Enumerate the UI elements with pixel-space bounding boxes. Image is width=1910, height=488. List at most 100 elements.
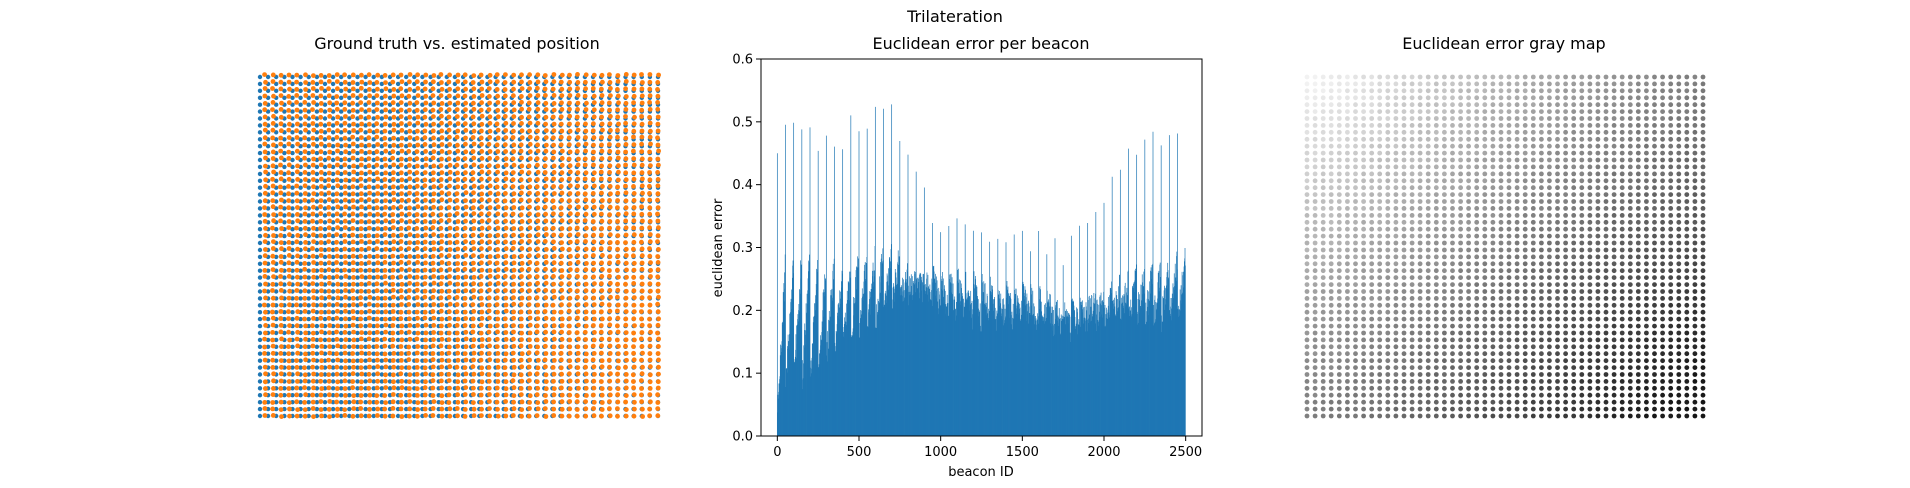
estimated-point [631,218,637,224]
estimated-point [495,100,501,105]
estimated-point [623,385,629,391]
estimated-point [383,364,389,370]
estimated-point [535,225,541,231]
estimated-point [350,351,356,356]
estimated-point [486,385,492,391]
estimated-point [294,392,300,398]
estimated-point [407,87,413,92]
estimated-point [495,163,501,169]
estimated-point [390,413,396,419]
estimated-point [543,100,549,106]
estimated-point [558,142,564,148]
estimated-point [430,378,436,384]
estimated-point [358,176,364,182]
estimated-point [278,323,284,328]
estimated-point [543,148,549,154]
estimated-point [423,72,429,78]
estimated-point [262,253,268,259]
estimated-point [350,226,356,231]
estimated-point [294,365,300,370]
estimated-point [398,170,404,176]
estimated-point [446,79,452,85]
estimated-point [463,149,469,155]
estimated-point [367,392,373,398]
estimated-point [302,295,308,301]
estimated-point [591,162,596,168]
estimated-point [430,155,436,161]
estimated-point [439,170,445,176]
estimated-point [334,364,340,370]
estimated-point [455,413,460,419]
estimated-point [295,329,300,335]
ground-truth-point [257,116,263,121]
estimated-point [391,232,396,238]
estimated-point [590,128,596,134]
estimated-point [503,183,508,189]
estimated-point [414,163,420,169]
estimated-point [279,197,284,203]
estimated-point [407,392,412,398]
estimated-point [478,135,484,141]
estimated-point [487,399,492,404]
estimated-point [350,107,356,113]
estimated-point [414,197,420,203]
ground-truth-point [290,95,295,101]
estimated-point [543,372,549,378]
ground-truth-point [298,102,303,107]
estimated-point [343,177,349,183]
estimated-point [358,301,364,307]
estimated-point [398,72,404,78]
estimated-point [535,309,541,315]
estimated-point [350,148,356,154]
estimated-point [494,323,500,328]
estimated-point [270,198,276,204]
estimated-point [406,197,412,203]
estimated-point [559,107,565,112]
ground-truth-point [339,116,344,121]
estimated-point [655,191,661,197]
estimated-point [559,371,564,377]
estimated-point [335,406,340,412]
estimated-point [519,330,524,336]
estimated-point [551,386,557,391]
estimated-point [631,128,637,134]
estimated-point [327,344,332,349]
ground-truth-point [339,144,344,149]
estimated-point [503,246,509,252]
estimated-point [407,406,413,412]
ground-truth-point [379,88,384,94]
estimated-point [447,149,452,155]
estimated-point [631,184,636,189]
estimated-point [503,386,509,392]
estimated-point [495,93,500,99]
estimated-point [342,218,348,224]
estimated-point [350,309,356,314]
estimated-point [342,156,348,162]
ground-truth-point [355,164,360,170]
estimated-point [422,253,428,259]
estimated-point [647,372,653,378]
estimated-point [655,385,661,391]
estimated-point [559,287,565,293]
estimated-point [591,183,597,189]
estimated-point [494,344,500,349]
estimated-point [359,274,365,280]
estimated-point [366,371,372,377]
estimated-point [455,281,461,287]
estimated-point [399,197,405,203]
estimated-point [519,239,524,244]
estimated-point [479,309,485,315]
estimated-point [286,149,292,155]
estimated-point [398,114,404,119]
estimated-point [406,93,412,99]
estimated-point [647,79,653,85]
estimated-point [615,240,620,245]
estimated-point [583,295,589,301]
estimated-point [327,280,332,286]
estimated-point [415,323,420,328]
estimated-point [382,156,388,162]
estimated-point [383,225,388,231]
estimated-point [631,260,637,266]
ground-truth-point [363,95,368,101]
estimated-point [359,261,364,266]
